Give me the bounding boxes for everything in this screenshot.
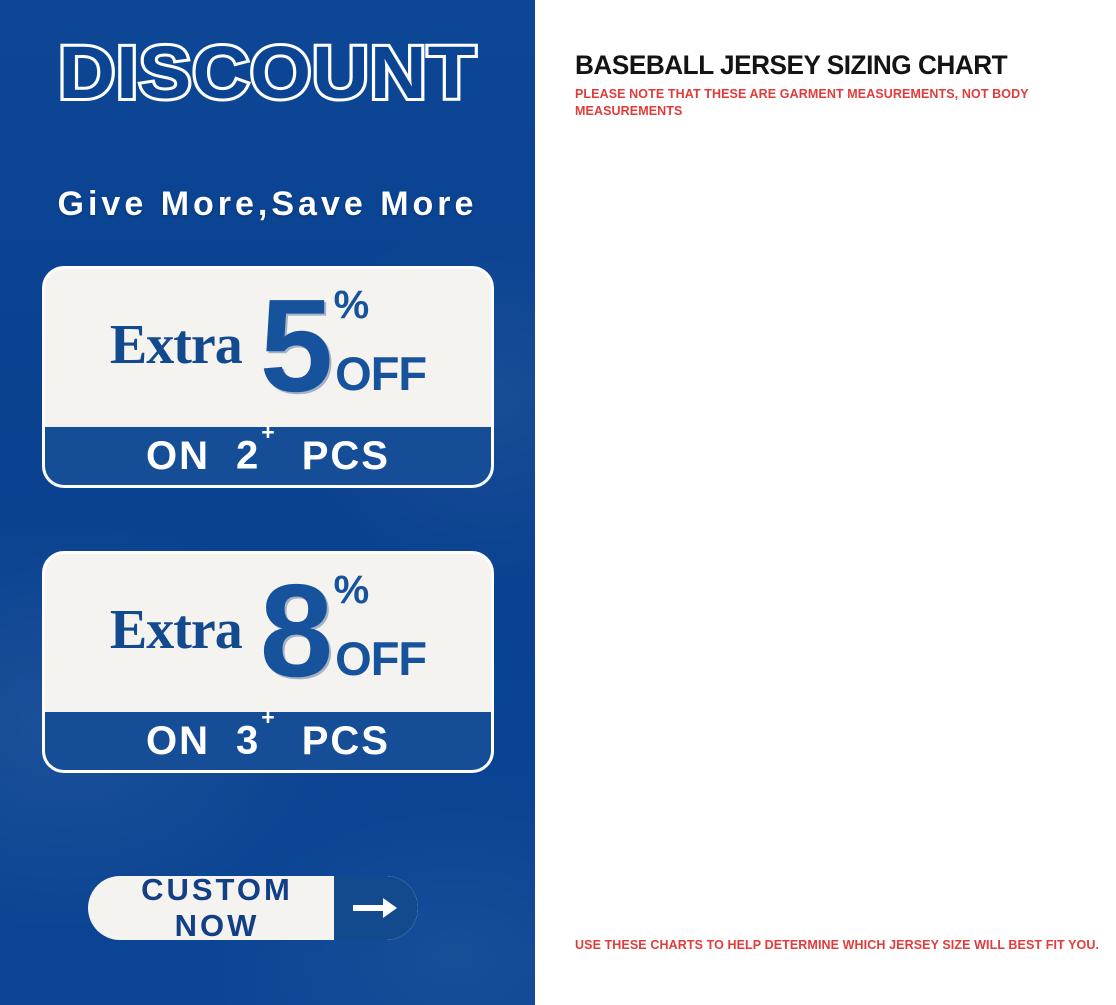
arrow-right-icon	[334, 876, 418, 940]
offer-card-top: Extra 8 % OFF	[45, 554, 491, 712]
promo-subtitle: Give More,Save More	[57, 185, 478, 223]
offer-qty-value: 2	[236, 433, 261, 478]
sizing-chart-panel: BASEBALL JERSEY SIZING CHART PLEASE NOTE…	[545, 0, 1116, 1005]
offer-qty-plus: +	[261, 704, 277, 731]
page-title: DISCOUNT	[55, 31, 478, 114]
offer-condition-bar: ON 3+ PCS	[45, 704, 491, 770]
offer-on-label: ON	[146, 433, 211, 478]
offer-off-label: OFF	[335, 347, 427, 401]
offer-qty-plus: +	[261, 419, 277, 446]
offer-condition-bar: ON 2+ PCS	[45, 419, 491, 485]
offer-pcs-label: PCS	[301, 433, 390, 478]
offer-percent-symbol: %	[333, 567, 370, 612]
discount-promo-panel: DISCOUNT Give More,Save More Extra 5 % O…	[0, 0, 540, 1005]
chart-title: BASEBALL JERSEY SIZING CHART	[575, 50, 1008, 80]
offer-qty: 3+	[236, 704, 276, 763]
offer-card-5-percent[interactable]: Extra 5 % OFF ON 2+ PCS	[42, 266, 494, 488]
offer-pcs-label: PCS	[301, 718, 390, 763]
offer-qty: 2+	[236, 419, 276, 478]
offer-percent-symbol: %	[333, 282, 370, 327]
chart-footer-note: USE THESE CHARTS TO HELP DETERMINE WHICH…	[575, 938, 1100, 952]
offer-card-top: Extra 5 % OFF	[45, 269, 491, 427]
offer-qty-value: 3	[236, 718, 261, 763]
custom-now-button[interactable]: CUSTOM NOW	[88, 876, 418, 940]
custom-now-label: CUSTOM NOW	[141, 876, 293, 940]
offer-amount: 8	[259, 556, 333, 704]
offer-card-8-percent[interactable]: Extra 8 % OFF ON 3+ PCS	[42, 551, 494, 773]
offer-on-label: ON	[146, 718, 211, 763]
offer-off-label: OFF	[335, 632, 427, 686]
offer-extra-label: Extra	[109, 599, 243, 662]
chart-note: PLEASE NOTE THAT THESE ARE GARMENT MEASU…	[575, 87, 1029, 118]
offer-amount: 5	[259, 271, 333, 419]
offer-extra-label: Extra	[109, 314, 243, 377]
